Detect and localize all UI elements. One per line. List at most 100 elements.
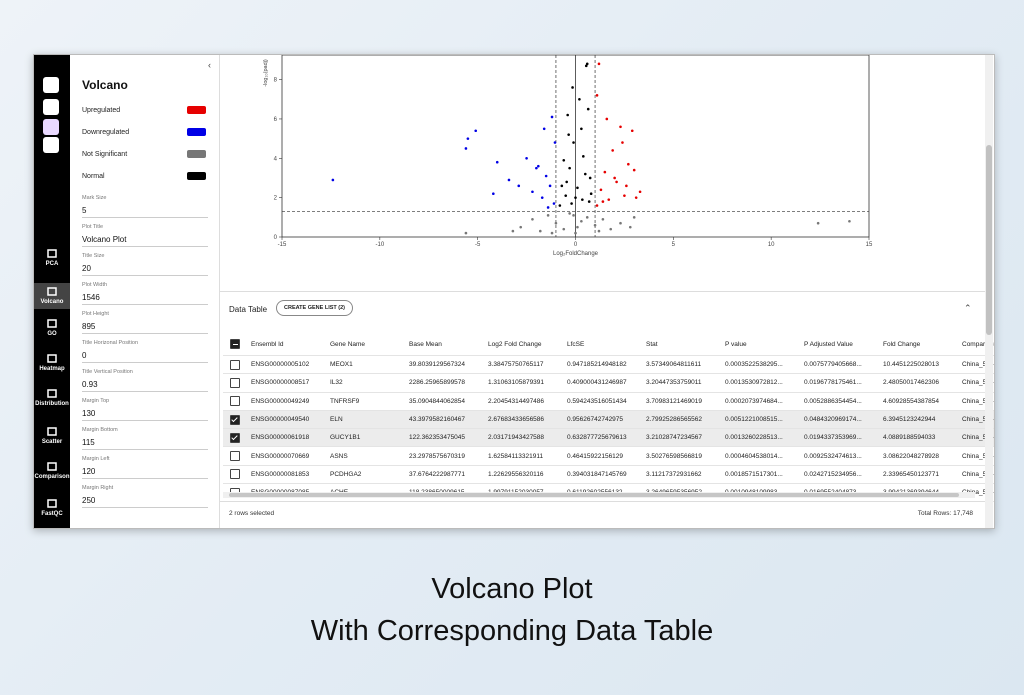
select-all-checkbox[interactable]	[230, 339, 240, 349]
table-cell: ENSG00000081853	[247, 465, 326, 485]
nav-item[interactable]: Distribution	[34, 385, 70, 411]
brush-icon[interactable]	[43, 119, 59, 135]
column-header[interactable]: P Adjusted Value	[800, 333, 879, 356]
point	[546, 206, 550, 209]
field-value: 895	[82, 322, 96, 331]
point	[571, 86, 574, 89]
table-cell: IL32	[326, 373, 405, 393]
h-scroll-thumb[interactable]	[229, 493, 959, 497]
column-header[interactable]: LfcSE	[563, 333, 642, 356]
setting-field[interactable]: Mark Size 5	[82, 195, 208, 218]
globe-icon[interactable]	[43, 77, 59, 93]
main-area: -15 -10 -5 0 5 10 15 0 2 4 6 8 Log₂FoldChange -log₁₀(…	[220, 55, 994, 528]
setting-field[interactable]: Margin Top 130	[82, 398, 208, 421]
point	[593, 223, 597, 227]
nav-item[interactable]: Volcano	[34, 283, 70, 309]
column-header[interactable]: Fold Change	[879, 333, 958, 356]
point	[495, 160, 499, 164]
table-cell: 4.0889188594033	[879, 428, 958, 448]
table-cell: 1.31063105879391	[484, 373, 563, 393]
table-row[interactable]: ENSG00000081853 PCDHGA2 37.6764222987771 1.…	[223, 465, 994, 485]
point	[625, 184, 628, 188]
field-value: 115	[82, 438, 95, 447]
row-checkbox[interactable]	[230, 414, 240, 425]
point	[546, 214, 550, 217]
table-cell: 0.0484320969174...	[800, 410, 879, 430]
column-header[interactable]: Stat	[642, 333, 721, 356]
setting-field[interactable]: Title Horizonal Position 0	[82, 340, 208, 363]
point	[568, 166, 571, 170]
row-checkbox[interactable]	[230, 377, 240, 388]
chart-icon[interactable]	[43, 99, 59, 115]
column-header[interactable]: Base Mean	[405, 333, 484, 356]
x-tick-label: 0	[574, 242, 578, 248]
v-scroll-thumb[interactable]	[986, 145, 992, 335]
column-header[interactable]: Log2 Fold Change	[484, 333, 563, 356]
setting-field[interactable]: Margin Right 250	[82, 485, 208, 508]
setting-field[interactable]: Plot Height 895	[82, 311, 208, 334]
divider	[220, 291, 985, 292]
nav-item[interactable]: Comparison	[34, 458, 70, 484]
table-cell: 2.79925286565562	[642, 410, 721, 430]
create-gene-list-button[interactable]: CREATE GENE LIST (2)	[276, 300, 354, 316]
nav-item[interactable]: FastQC	[34, 495, 70, 521]
row-checkbox[interactable]	[230, 432, 240, 443]
field-label: Plot Title	[82, 224, 104, 230]
row-checkbox[interactable]	[230, 359, 240, 370]
column-header[interactable]: Ensembl Id	[247, 333, 326, 356]
legend-label: Upregulated	[82, 107, 121, 114]
table-row[interactable]: ENSG00000005102 MEOX1 39.8039129567324 3.38…	[223, 355, 994, 375]
table-row[interactable]: ENSG00000070669 ASNS 23.2978575670319 1.625…	[223, 446, 994, 466]
setting-field[interactable]: Title Size 20	[82, 253, 208, 276]
collapse-table[interactable]: ⌃	[964, 303, 972, 313]
table-cell: 2.48050017462306	[879, 373, 958, 393]
point	[531, 217, 534, 221]
row-checkbox[interactable]	[230, 451, 240, 462]
legend-swatch[interactable]	[187, 172, 206, 180]
app-window: PCA Volcano GO Heatmap Distribution Scatter Co…	[33, 54, 995, 529]
point	[630, 129, 634, 133]
panel-title: Volcano	[82, 78, 128, 92]
table-cell: 0.46415922156129	[563, 446, 642, 466]
setting-field[interactable]: Plot Width 1546	[82, 282, 208, 305]
legend-swatch[interactable]	[187, 150, 206, 158]
nav-item[interactable]: PCA	[34, 245, 70, 271]
nav-item[interactable]: GO	[34, 315, 70, 341]
legend-label: Normal	[82, 173, 105, 180]
table-row[interactable]: ENSG00000061918 GUCY1B1 122.362353475045 2.…	[223, 428, 994, 448]
point	[566, 113, 569, 117]
point	[574, 196, 577, 199]
table-cell: 0.632877725679613	[563, 428, 642, 448]
legend-swatch[interactable]	[187, 128, 206, 136]
table-row[interactable]: ENSG00000049249 TNFRSF9 35.0904844062854 2.…	[223, 392, 994, 411]
table-cell: 3.70983121469019	[642, 392, 721, 411]
table-cell: 2.03171943427588	[484, 428, 563, 448]
point	[848, 219, 851, 223]
nav-item[interactable]: Scatter	[34, 423, 70, 449]
setting-field[interactable]: Plot Title Volcano Plot	[82, 224, 208, 247]
point	[537, 164, 540, 168]
point	[603, 170, 607, 174]
collapse-chevron[interactable]: ‹	[208, 60, 211, 70]
column-header[interactable]: P value	[721, 333, 800, 356]
table-cell: PCDHGA2	[326, 465, 405, 485]
legend-swatch[interactable]	[187, 106, 206, 114]
setting-field[interactable]: Title Vertical Position 0.93	[82, 369, 208, 392]
checkbox-cell	[223, 373, 247, 393]
row-checkbox[interactable]	[230, 396, 240, 407]
point	[519, 225, 523, 229]
table-row[interactable]: ENSG00000049540 ELN 43.3979582160467 2.6768…	[223, 410, 994, 430]
setting-field[interactable]: Margin Bottom 115	[82, 427, 208, 450]
setting-field[interactable]: Margin Left 120	[82, 456, 208, 479]
table-row[interactable]: ENSG00000008517 IL32 2286.25965899578 1.310…	[223, 373, 994, 393]
nav-item[interactable]: Heatmap	[34, 350, 70, 376]
download-icon[interactable]	[43, 137, 59, 153]
table-cell: 0.0051221008515...	[721, 410, 800, 430]
point	[560, 184, 564, 188]
column-header[interactable]: Gene Name	[326, 333, 405, 356]
table-cell: 0.0013260228513...	[721, 428, 800, 448]
point	[588, 176, 592, 180]
row-checkbox[interactable]	[230, 469, 240, 480]
point	[568, 212, 571, 215]
